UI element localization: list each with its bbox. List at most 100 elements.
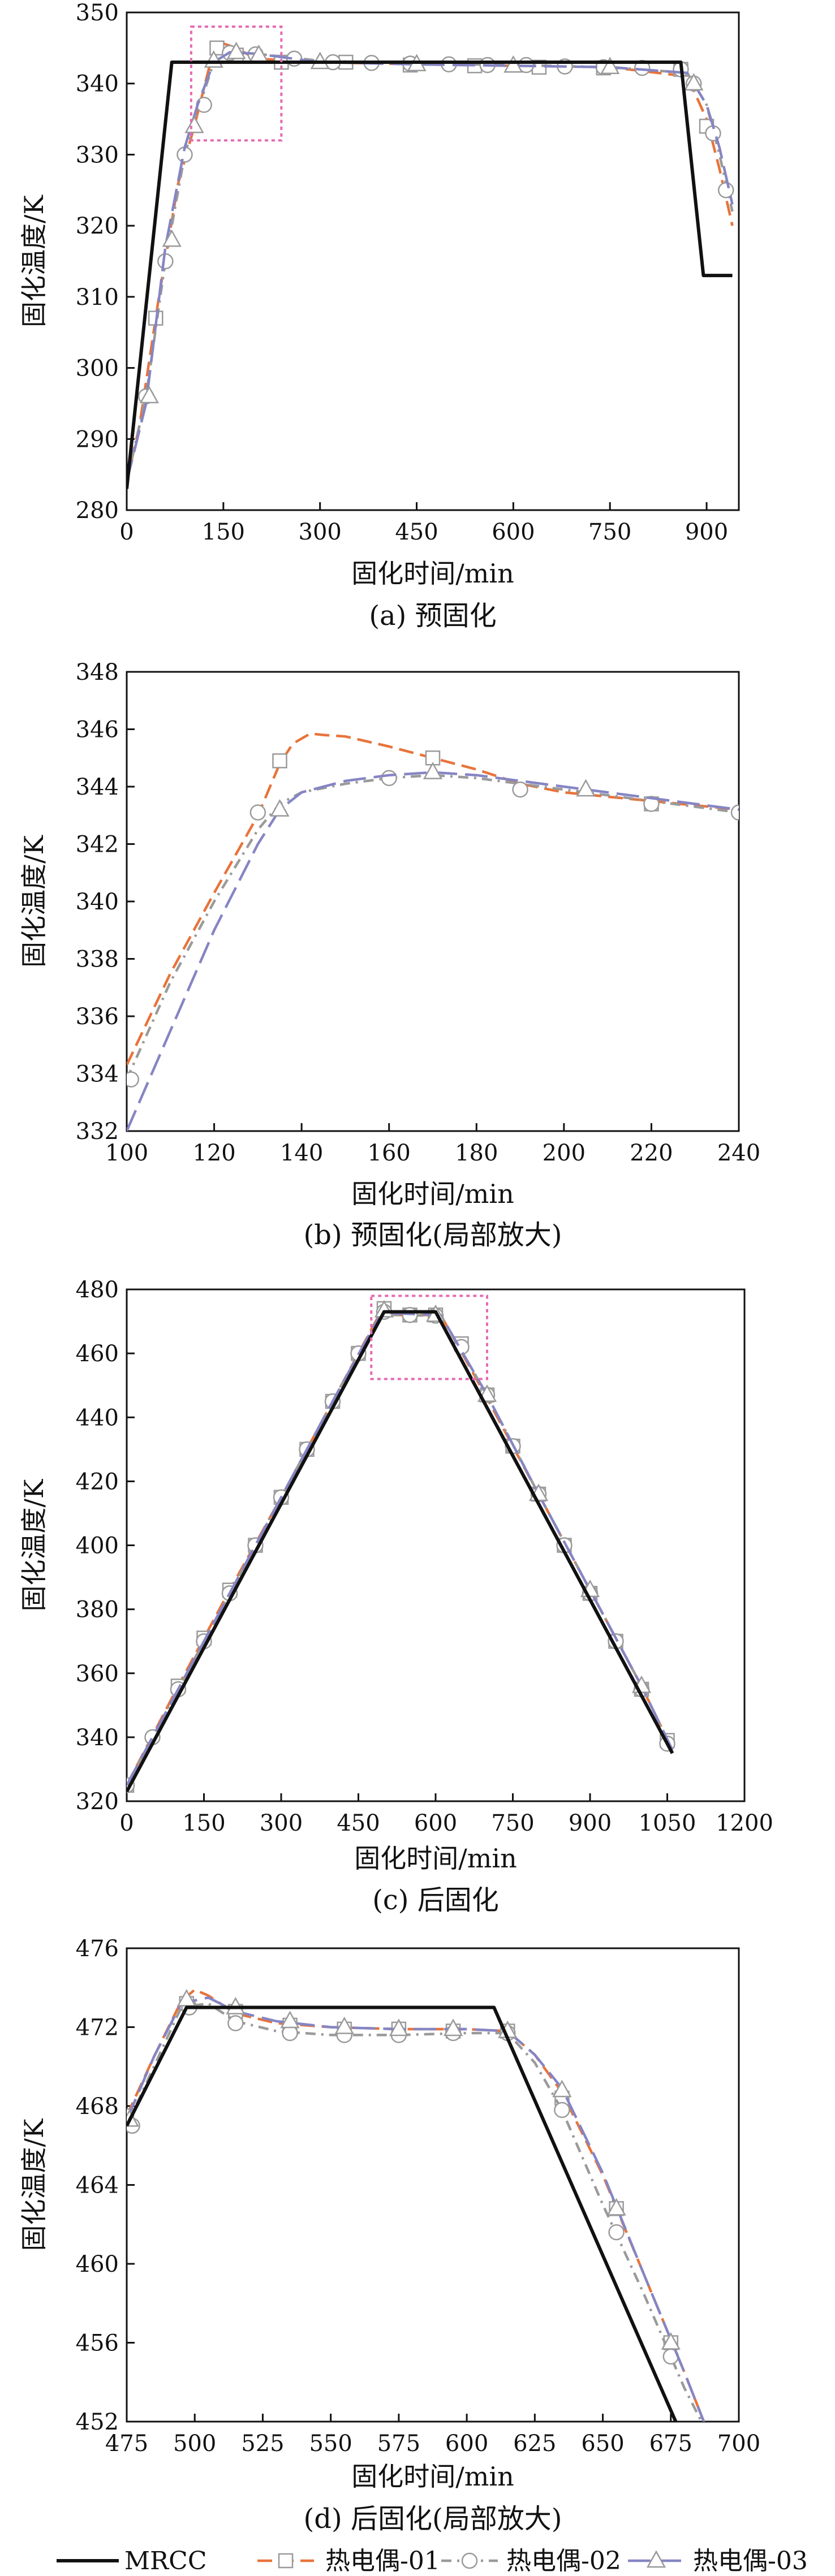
y-tick-label: 336 bbox=[76, 1004, 119, 1030]
y-tick-label: 476 bbox=[76, 1936, 119, 1962]
chart-panel-a: 0 150 300 450 600 750 900 280 290 300 310 320 330 340… bbox=[19, 0, 740, 632]
x-tick-label: 220 bbox=[630, 1140, 673, 1166]
y-tick-label: 342 bbox=[76, 832, 119, 858]
y-tick-label: 464 bbox=[76, 2173, 119, 2199]
x-tick-label: 100 bbox=[105, 1140, 148, 1166]
y-tick-label: 456 bbox=[76, 2331, 119, 2357]
y-tick-label: 340 bbox=[76, 889, 119, 915]
series-marker-3 bbox=[646, 2550, 666, 2568]
y-tick-label: 460 bbox=[76, 1341, 119, 1367]
series-marker-3 bbox=[423, 762, 443, 779]
x-axis-label: 固化时间/min bbox=[351, 2461, 514, 2492]
y-tick-label: 468 bbox=[76, 2094, 119, 2120]
panel-caption: (c) 后固化 bbox=[372, 1884, 499, 1916]
x-tick-label: 300 bbox=[299, 519, 342, 545]
series-marker-2 bbox=[608, 2224, 625, 2241]
series-marker-3 bbox=[661, 2332, 681, 2350]
series-marker-2 bbox=[717, 182, 734, 199]
series-marker-2 bbox=[554, 2102, 570, 2118]
series-marker-3 bbox=[684, 73, 704, 90]
legend-item-1: 热电偶-01 bbox=[257, 2547, 440, 2575]
x-axis-label: 固化时间/min bbox=[351, 1179, 514, 1209]
y-axis-label: 固化温度/K bbox=[19, 2118, 49, 2251]
series-marker-2 bbox=[461, 2552, 478, 2569]
x-tick-label: 475 bbox=[105, 2431, 148, 2457]
x-tick-label: 600 bbox=[492, 519, 535, 545]
chart-panel-d: 475 500 525 550 575 600 625 650 675 700 452 456 460 4… bbox=[19, 1936, 760, 2535]
series-marker-3 bbox=[503, 55, 523, 73]
series-line-3 bbox=[127, 771, 739, 1131]
y-tick-label: 472 bbox=[76, 2015, 119, 2041]
chart-panel-b: 100 120 140 160 180 200 220 240 332 334 336 338 340 3… bbox=[19, 659, 760, 1251]
plot-area bbox=[127, 1988, 705, 2422]
series-marker-3 bbox=[139, 386, 159, 404]
series-marker-3 bbox=[600, 57, 620, 75]
y-tick-label: 340 bbox=[76, 71, 119, 97]
y-tick-label: 320 bbox=[76, 1789, 119, 1815]
x-tick-label: 900 bbox=[569, 1810, 612, 1836]
series-line-2 bbox=[127, 774, 739, 1080]
x-tick-label: 525 bbox=[241, 2431, 284, 2457]
legend-label: MRCC bbox=[124, 2547, 207, 2575]
series-marker-1 bbox=[278, 2553, 294, 2569]
y-tick-label: 380 bbox=[76, 1597, 119, 1623]
x-tick-label: 550 bbox=[309, 2431, 352, 2457]
x-tick-label: 1200 bbox=[716, 1810, 773, 1836]
plot-frame bbox=[126, 671, 740, 1132]
y-tick-label: 338 bbox=[76, 947, 119, 973]
legend-item-0: MRCC bbox=[57, 2547, 207, 2575]
y-tick-label: 452 bbox=[76, 2409, 119, 2435]
series-line-3 bbox=[127, 51, 734, 482]
panel-caption: (b) 预固化(局部放大) bbox=[304, 1219, 562, 1251]
series-line-3 bbox=[127, 1309, 674, 1786]
series-line-1 bbox=[127, 41, 734, 482]
x-tick-label: 900 bbox=[685, 519, 728, 545]
x-tick-label: 300 bbox=[260, 1810, 303, 1836]
series-marker-3 bbox=[184, 115, 204, 133]
x-axis-label: 固化时间/min bbox=[354, 1843, 517, 1874]
y-tick-label: 310 bbox=[76, 284, 119, 310]
x-axis-label: 固化时间/min bbox=[351, 558, 514, 589]
x-tick-label: 0 bbox=[119, 519, 134, 545]
x-tick-label: 200 bbox=[543, 1140, 586, 1166]
series-marker-2 bbox=[512, 781, 528, 798]
y-tick-label: 420 bbox=[76, 1469, 119, 1495]
x-tick-label: 150 bbox=[182, 1810, 225, 1836]
x-tick-label: 450 bbox=[337, 1810, 380, 1836]
chart-panel-c: 0 150 300 450 600 750 900 1050 1200 320 340 360 380 4… bbox=[19, 1277, 773, 1916]
y-tick-label: 400 bbox=[76, 1533, 119, 1559]
series-marker-1 bbox=[209, 40, 225, 56]
x-tick-label: 700 bbox=[717, 2431, 760, 2457]
x-tick-label: 1050 bbox=[639, 1810, 696, 1836]
y-tick-label: 360 bbox=[76, 1661, 119, 1687]
x-tick-label: 120 bbox=[192, 1140, 235, 1166]
y-tick-label: 346 bbox=[76, 717, 119, 743]
plot-frame bbox=[126, 1947, 740, 2423]
legend-label: 热电偶-02 bbox=[506, 2547, 621, 2575]
series-marker-3 bbox=[389, 2018, 409, 2036]
zoom-region-box bbox=[370, 1295, 488, 1380]
x-tick-label: 180 bbox=[455, 1140, 498, 1166]
series-marker-2 bbox=[249, 804, 266, 821]
series-marker-1 bbox=[272, 753, 287, 769]
y-tick-label: 280 bbox=[76, 498, 119, 524]
series-marker-3 bbox=[162, 229, 182, 247]
series-marker-3 bbox=[280, 2010, 300, 2029]
x-tick-label: 600 bbox=[445, 2431, 488, 2457]
x-tick-label: 600 bbox=[414, 1810, 457, 1836]
y-tick-label: 344 bbox=[76, 774, 119, 800]
series-marker-2 bbox=[227, 2015, 244, 2031]
x-tick-label: 150 bbox=[202, 519, 245, 545]
y-axis-label: 固化温度/K bbox=[19, 1478, 49, 1611]
y-tick-label: 320 bbox=[76, 213, 119, 239]
y-tick-label: 300 bbox=[76, 356, 119, 382]
y-tick-label: 440 bbox=[76, 1405, 119, 1431]
y-tick-label: 348 bbox=[76, 659, 119, 685]
x-tick-label: 750 bbox=[588, 519, 631, 545]
series-line-0 bbox=[127, 1310, 674, 1793]
y-tick-label: 290 bbox=[76, 426, 119, 452]
legend: MRCC 热电偶-01 热电偶-02 热电偶-03 bbox=[57, 2547, 808, 2575]
plot-frame bbox=[126, 1288, 746, 1802]
plot-area bbox=[127, 40, 734, 489]
